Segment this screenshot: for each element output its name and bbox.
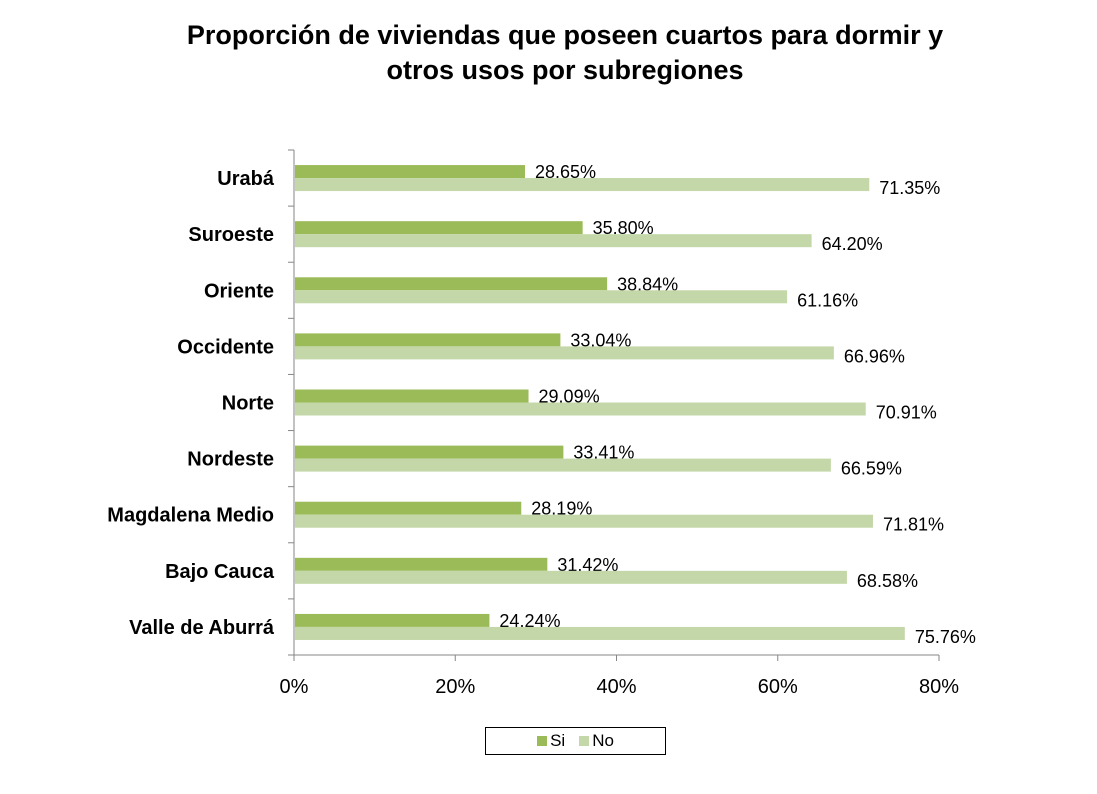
chart-title-line-2: otros usos por subregiones — [386, 55, 744, 85]
category-label: Nordeste — [187, 449, 274, 471]
bar-no — [295, 178, 870, 192]
bar-no — [295, 402, 866, 416]
x-tick-label: 40% — [596, 676, 636, 698]
legend-item-no: No — [579, 731, 614, 751]
data-label-no: 61.16% — [797, 290, 858, 310]
data-label-si: 28.65% — [535, 162, 596, 182]
legend-swatch-no — [579, 736, 590, 746]
data-label-si: 38.84% — [617, 274, 678, 294]
x-tick-label: 20% — [435, 676, 475, 698]
chart-title: Proporción de viviendas que poseen cuart… — [0, 18, 1097, 88]
data-label-no: 70.91% — [876, 403, 937, 423]
legend-swatch-si — [537, 736, 548, 746]
category-label: Suroeste — [188, 224, 274, 246]
legend-item-si: Si — [537, 731, 565, 751]
bar-no — [295, 570, 847, 584]
data-label-no: 66.96% — [844, 346, 905, 366]
x-tick-label: 60% — [758, 676, 798, 698]
data-label-no: 66.59% — [841, 459, 902, 479]
data-label-no: 71.35% — [879, 178, 940, 198]
category-label: Urabá — [217, 168, 275, 190]
data-label-si: 28.19% — [531, 499, 592, 519]
bar-si — [295, 165, 525, 179]
data-label-no: 68.58% — [857, 571, 918, 591]
bar-no — [295, 514, 873, 528]
bar-no — [295, 626, 905, 640]
legend: Si No — [485, 727, 666, 755]
bar-si — [295, 333, 561, 347]
category-label: Bajo Cauca — [165, 561, 275, 583]
data-label-si: 33.04% — [570, 330, 631, 350]
legend-label-no: No — [592, 731, 614, 750]
bar-no — [295, 234, 812, 248]
bar-si — [295, 221, 583, 235]
category-label: Magdalena Medio — [107, 505, 274, 527]
chart-title-line-1: Proporción de viviendas que poseen cuart… — [186, 20, 944, 50]
bar-si — [295, 613, 490, 627]
data-label-no: 71.81% — [883, 515, 944, 535]
bar-si — [295, 277, 608, 291]
data-label-no: 75.76% — [915, 627, 976, 647]
data-label-si: 35.80% — [593, 218, 654, 238]
data-label-no: 64.20% — [822, 234, 883, 254]
bar-no — [295, 290, 788, 304]
bar-si — [295, 445, 564, 459]
bar-si — [295, 389, 529, 403]
category-label: Occidente — [177, 336, 274, 358]
bar-chart: 0% 20% 40% 60% 80% Urabá 28.65% 71.35% Suroeste 3… — [107, 149, 976, 698]
bar-no — [295, 458, 831, 472]
bar-no — [295, 346, 834, 360]
bar-si — [295, 501, 522, 515]
data-label-si: 29.09% — [539, 387, 600, 407]
legend-label-si: Si — [550, 731, 566, 750]
category-label: Valle de Aburrá — [129, 617, 275, 639]
data-label-si: 24.24% — [499, 611, 560, 631]
category-label: Oriente — [204, 280, 274, 302]
category-label: Norte — [222, 393, 274, 415]
data-label-si: 33.41% — [573, 443, 634, 463]
x-tick-label: 0% — [280, 676, 309, 698]
data-label-si: 31.42% — [557, 555, 618, 575]
x-tick-label: 80% — [919, 676, 959, 698]
bar-si — [295, 557, 548, 571]
